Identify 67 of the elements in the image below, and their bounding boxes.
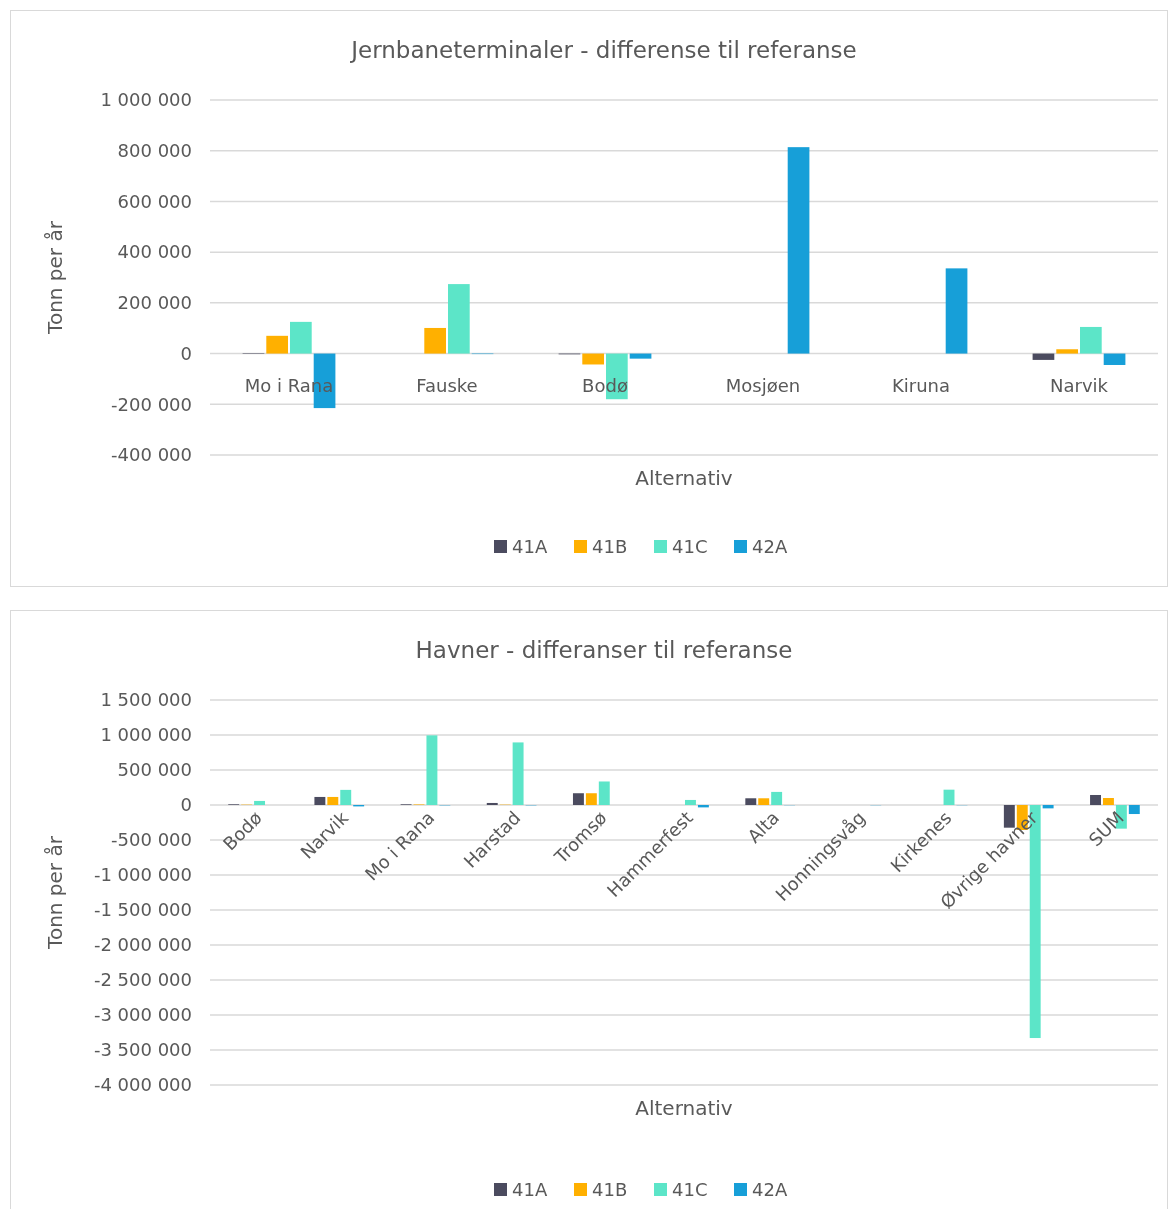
legend-label: 41A (512, 536, 548, 558)
bar (1056, 349, 1078, 354)
x-axis-title: Alternativ (635, 466, 733, 490)
bar (787, 147, 810, 354)
bar (254, 800, 266, 805)
y-tick-label: -500 000 (111, 829, 192, 851)
chart-title: Jernbaneterminaler - differense til referanse (349, 37, 857, 63)
y-tick-label: 200 000 (117, 292, 192, 314)
bar (582, 353, 604, 365)
legend-label: 41C (672, 536, 708, 558)
bar (266, 335, 288, 354)
y-tick-label: -2 000 000 (93, 934, 192, 956)
bar (629, 353, 652, 359)
y-tick-label: 1 000 000 (100, 724, 192, 746)
x-tick-label: Mosjøen (725, 374, 801, 396)
y-tick-label: 800 000 (117, 140, 192, 162)
y-tick-label: -1 500 000 (93, 899, 192, 921)
bar (758, 798, 770, 805)
y-tick-label: -400 000 (111, 444, 192, 466)
x-axis-title: Alternativ (635, 1096, 733, 1120)
legend-label: 41C (672, 1179, 708, 1201)
y-tick-label: -4 000 000 (93, 1074, 192, 1096)
bar (771, 791, 783, 805)
bar (1128, 805, 1140, 815)
bar (1103, 353, 1126, 365)
bar (512, 742, 524, 805)
bar (745, 798, 757, 805)
y-tick-label: -3 500 000 (93, 1039, 192, 1061)
chart-title: Havner - differanser til referanse (415, 637, 793, 663)
bar (327, 796, 339, 805)
x-tick-label: Fauske (416, 374, 478, 396)
y-tick-label: 1 500 000 (100, 689, 192, 711)
bar (290, 321, 312, 354)
x-tick-label: Narvik (1050, 374, 1109, 396)
bar (448, 284, 470, 354)
legend-label: 42A (752, 1179, 788, 1201)
x-tick-label: Kiruna (891, 374, 951, 396)
legend-label: 41B (592, 536, 628, 558)
legend-label: 41A (512, 1179, 548, 1201)
bar (1102, 798, 1114, 805)
bar (1032, 353, 1055, 360)
bar (945, 268, 968, 354)
y-tick-label: 400 000 (117, 241, 192, 263)
y-tick-label: 600 000 (117, 190, 192, 212)
bar (486, 802, 498, 805)
y-tick-label: -1 000 000 (93, 864, 192, 886)
y-axis-title: Tonn per år (43, 220, 67, 335)
y-tick-label: 0 (180, 794, 192, 816)
bar (1090, 794, 1101, 805)
legend-label: 42A (752, 536, 788, 558)
bar (585, 793, 597, 805)
y-tick-label: -2 500 000 (93, 969, 192, 991)
bar (598, 781, 610, 805)
y-axis-title: Tonn per år (43, 835, 67, 950)
y-tick-label: 1 000 000 (100, 89, 192, 111)
y-tick-label: -3 000 000 (93, 1004, 192, 1026)
bar (340, 789, 352, 805)
y-tick-label: 0 (180, 342, 192, 364)
bar (424, 327, 446, 354)
bar (572, 793, 584, 805)
y-tick-label: -200 000 (111, 393, 192, 415)
bar (685, 799, 696, 805)
bar (314, 796, 326, 805)
legend-label: 41B (592, 1179, 628, 1201)
y-tick-label: 500 000 (117, 759, 192, 781)
bar (1080, 326, 1102, 354)
bar (426, 735, 438, 805)
